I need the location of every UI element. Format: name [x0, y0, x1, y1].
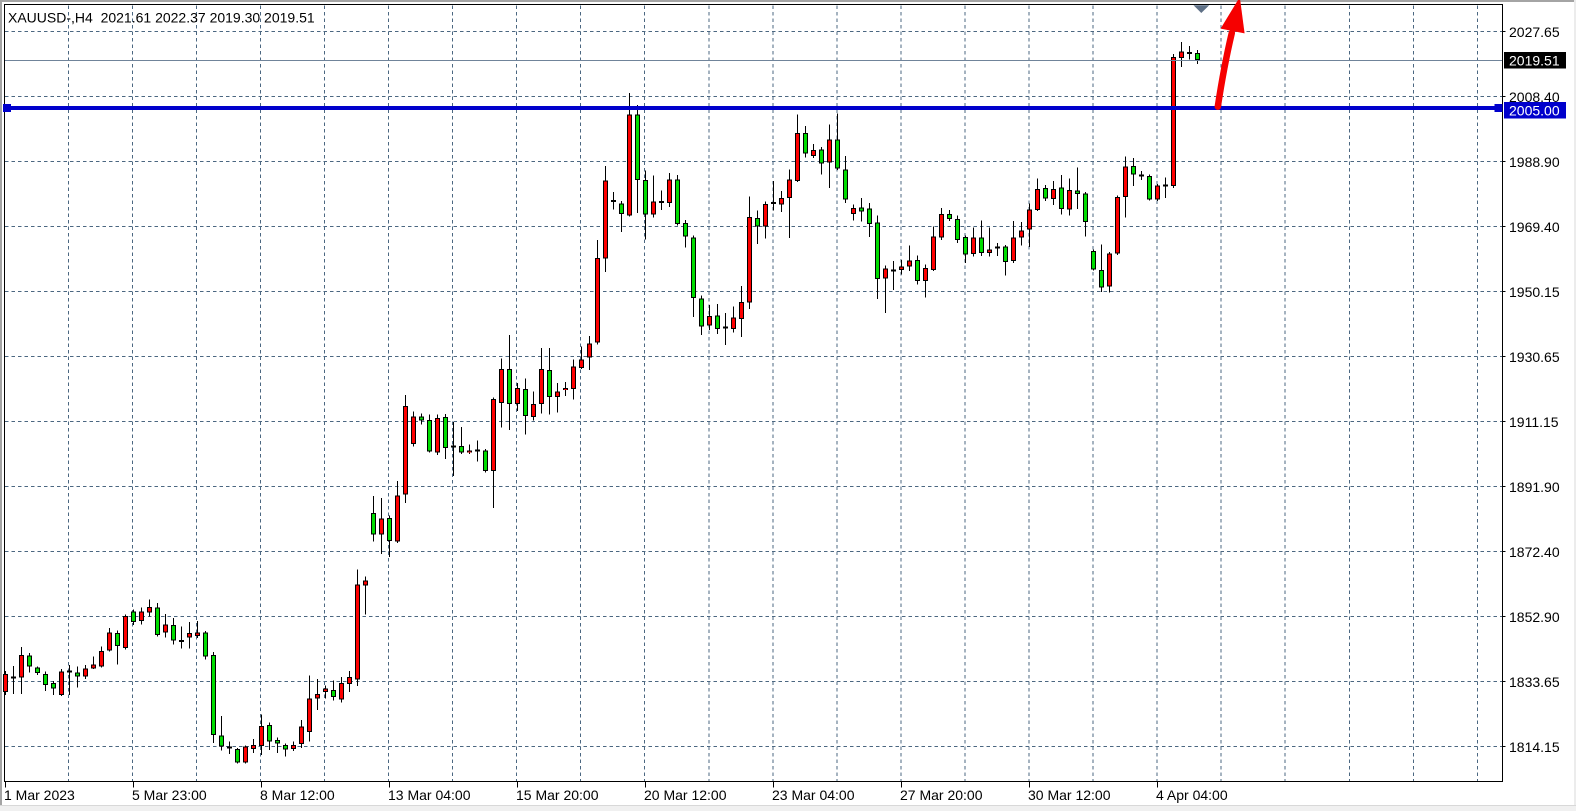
svg-text:1872.40: 1872.40 — [1509, 544, 1560, 560]
svg-text:2008.40: 2008.40 — [1509, 89, 1560, 105]
svg-text:5 Mar 23:00: 5 Mar 23:00 — [132, 787, 207, 803]
svg-text:4 Apr 04:00: 4 Apr 04:00 — [1156, 787, 1228, 803]
svg-text:2005.00: 2005.00 — [1509, 103, 1560, 119]
svg-text:1814.15: 1814.15 — [1509, 739, 1560, 755]
svg-text:13 Mar 04:00: 13 Mar 04:00 — [388, 787, 471, 803]
svg-text:XAUUSD-,H4 2021.61 2022.37 20: XAUUSD-,H4 2021.61 2022.37 2019.30 2019.… — [8, 10, 315, 26]
svg-text:27 Mar 20:00: 27 Mar 20:00 — [900, 787, 983, 803]
svg-text:2019.51: 2019.51 — [1509, 53, 1560, 69]
svg-text:23 Mar 04:00: 23 Mar 04:00 — [772, 787, 855, 803]
svg-text:1852.90: 1852.90 — [1509, 609, 1560, 625]
svg-text:1911.15: 1911.15 — [1509, 414, 1559, 430]
svg-text:30 Mar 12:00: 30 Mar 12:00 — [1028, 787, 1111, 803]
svg-text:1988.90: 1988.90 — [1509, 154, 1560, 170]
svg-text:1969.40: 1969.40 — [1509, 219, 1560, 235]
svg-text:1930.65: 1930.65 — [1509, 349, 1560, 365]
svg-text:1 Mar 2023: 1 Mar 2023 — [4, 787, 75, 803]
svg-text:1891.90: 1891.90 — [1509, 479, 1560, 495]
svg-text:15 Mar 20:00: 15 Mar 20:00 — [516, 787, 599, 803]
svg-text:1833.65: 1833.65 — [1509, 674, 1560, 690]
svg-text:2027.65: 2027.65 — [1509, 24, 1560, 40]
svg-text:1950.15: 1950.15 — [1509, 284, 1560, 300]
svg-text:20 Mar 12:00: 20 Mar 12:00 — [644, 787, 727, 803]
svg-text:8 Mar 12:00: 8 Mar 12:00 — [260, 787, 335, 803]
